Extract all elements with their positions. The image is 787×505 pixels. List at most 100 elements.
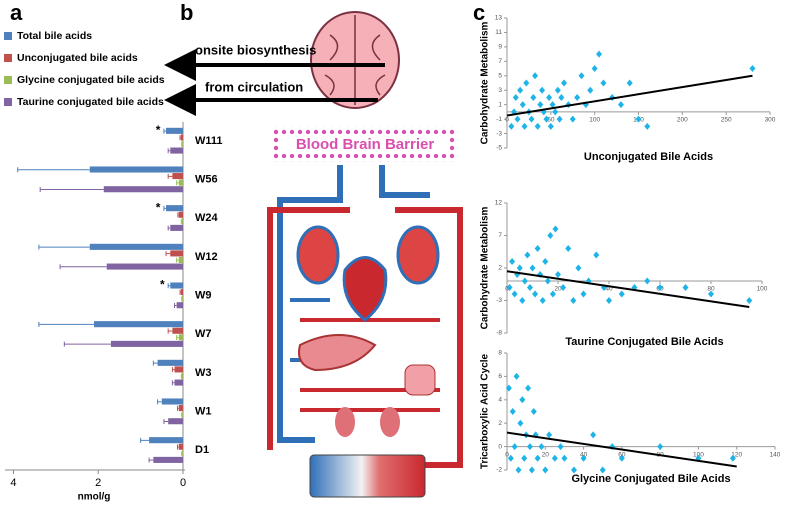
point: [682, 284, 689, 291]
point: [516, 264, 523, 272]
bar: [174, 366, 183, 373]
y-tick-label: -1: [496, 116, 502, 123]
point: [542, 258, 549, 265]
point: [618, 454, 625, 462]
point: [570, 297, 577, 304]
point: [556, 115, 563, 123]
bar: [149, 437, 183, 444]
point: [729, 454, 736, 462]
point: [708, 290, 714, 298]
lung: [296, 225, 340, 285]
point: [574, 93, 581, 101]
x-tick-label: 20: [542, 451, 550, 458]
y-axis-label: Carbohydrate Metabolism: [480, 206, 491, 329]
point: [534, 122, 541, 130]
bar: [89, 243, 183, 250]
point: [508, 122, 515, 130]
kidney: [335, 407, 355, 437]
error-bar: [174, 302, 177, 308]
diagram-label: Blood Brain Barrier: [296, 136, 435, 153]
point: [746, 297, 753, 304]
bar: [178, 256, 183, 264]
panel-label: c: [473, 0, 485, 25]
y-tick-label: 12: [495, 200, 503, 207]
point: [519, 396, 526, 404]
error-bar: [163, 418, 169, 424]
diagram-label: from circulation: [205, 79, 303, 94]
x-axis-label: Unconjugated Bile Acids: [584, 151, 713, 163]
point: [557, 443, 564, 451]
point: [543, 115, 550, 123]
error-bar: [167, 173, 173, 179]
y-tick-label: W12: [195, 251, 218, 263]
x-tick-label: 100: [693, 451, 704, 458]
point: [558, 93, 565, 101]
x-tick-label: 60: [618, 451, 626, 458]
x-tick-label: 300: [765, 117, 776, 124]
x-tick-label: 0: [505, 286, 509, 293]
x-tick-label: 20: [554, 286, 562, 293]
point: [618, 290, 625, 298]
bar: [181, 372, 183, 380]
point: [551, 454, 558, 462]
error-bar: [176, 257, 179, 263]
x-tick-label: 40: [605, 286, 613, 293]
x-tick-label: 200: [677, 117, 688, 124]
error-bar: [163, 205, 167, 211]
point: [635, 115, 642, 123]
point: [519, 297, 526, 304]
error-bar: [171, 367, 175, 373]
x-tick-label: 40: [580, 451, 588, 458]
panel-label: b: [180, 0, 193, 25]
y-tick-label: -3: [496, 130, 502, 137]
error-bar: [63, 341, 111, 347]
x-tick-label: 100: [589, 117, 600, 124]
y-tick-label: 6: [498, 373, 502, 380]
point: [575, 264, 582, 272]
point: [600, 79, 607, 87]
legend-label: Unconjugated bile acids: [17, 52, 138, 64]
bar: [166, 205, 183, 212]
bar: [182, 295, 183, 302]
point: [617, 101, 624, 109]
bar: [168, 418, 183, 425]
point: [552, 108, 559, 116]
bar: [170, 250, 183, 257]
legend-swatch: [4, 98, 12, 106]
y-tick-label: -3: [496, 297, 502, 304]
y-axis-label: Carbohydrate Metabolism: [480, 21, 491, 144]
capillaries: [309, 454, 426, 498]
bar: [178, 211, 183, 218]
error-bar: [148, 457, 154, 463]
point: [546, 431, 553, 439]
x-tick-label: 0: [180, 477, 186, 489]
error-bar: [38, 321, 94, 327]
point: [571, 466, 577, 474]
bar: [170, 224, 183, 231]
error-bar: [163, 128, 167, 134]
x-tick-label: 100: [757, 286, 768, 293]
y-tick-label: 3: [498, 87, 502, 94]
point: [644, 122, 651, 130]
point: [525, 384, 532, 392]
error-bar: [167, 225, 171, 231]
point: [530, 93, 537, 101]
y-tick-label: 4: [498, 397, 502, 404]
bar: [178, 405, 183, 412]
bar: [170, 282, 183, 289]
point: [560, 284, 567, 291]
point: [606, 297, 612, 304]
error-bar: [165, 251, 171, 257]
point: [511, 290, 518, 298]
annotation: *: [156, 123, 161, 137]
bar: [176, 302, 183, 309]
point: [513, 372, 520, 380]
error-bar: [167, 283, 171, 289]
bar: [182, 450, 183, 457]
point: [532, 290, 539, 298]
point: [509, 408, 516, 415]
legend-swatch: [4, 32, 12, 40]
vessels: [267, 165, 463, 468]
trend-line: [506, 74, 753, 117]
point: [749, 65, 756, 73]
